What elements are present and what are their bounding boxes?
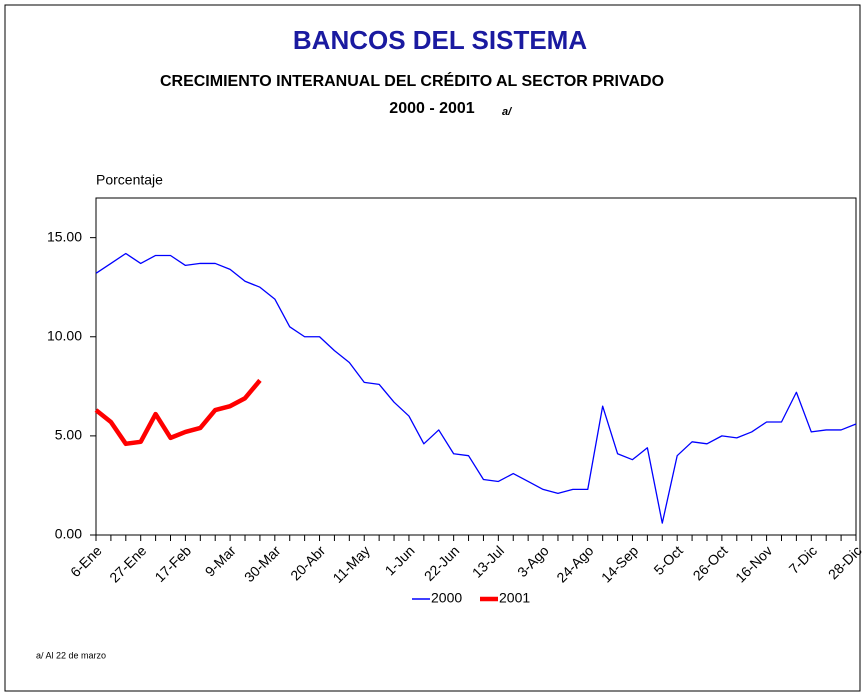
legend-label: 2000 <box>431 590 462 606</box>
x-tick-label: 9-Mar <box>202 542 239 579</box>
period-note: a/ <box>502 106 513 118</box>
x-tick-label: 11-May <box>329 542 373 586</box>
x-tick-label: 20-Abr <box>287 542 328 583</box>
x-tick-label: 7-Dic <box>786 542 820 576</box>
frame <box>4 4 861 692</box>
y-tick-label: 10.00 <box>47 327 82 343</box>
x-tick-label: 22-Jun <box>421 542 463 584</box>
x-tick-label: 14-Sep <box>598 542 641 585</box>
x-tick-label: 17-Feb <box>151 542 194 585</box>
y-axis-label: Porcentaje <box>96 172 163 188</box>
x-tick-label: 24-Ago <box>553 542 596 585</box>
subtitle: CRECIMIENTO INTERANUAL DEL CRÉDITO AL SE… <box>160 71 664 90</box>
plot-area <box>95 197 857 536</box>
footnote: a/ Al 22 de marzo <box>36 650 106 660</box>
y-tick-label: 5.00 <box>55 427 82 443</box>
chart-title: BANCOS DEL SISTEMA <box>293 25 587 55</box>
x-tick-label: 1-Jun <box>382 542 418 578</box>
x-tick-label: 5-Oct <box>650 542 686 578</box>
x-tick-label: 6-Ene <box>67 542 105 580</box>
series-line <box>94 378 262 447</box>
series-line <box>95 252 857 524</box>
x-tick-label: 16-Nov <box>732 542 775 585</box>
y-tick-label: 0.00 <box>55 526 82 542</box>
y-tick-label: 15.00 <box>47 228 82 244</box>
x-tick-label: 28-Dic <box>825 542 865 582</box>
x-tick-label: 27-Ene <box>106 542 149 585</box>
legend-label: 2001 <box>499 590 530 606</box>
x-tick-label: 13-Jul <box>469 542 507 580</box>
x-tick-label: 26-Oct <box>690 542 731 583</box>
x-tick-label: 3-Ago <box>514 542 552 580</box>
x-tick-label: 30-Mar <box>241 542 284 585</box>
period: 2000 - 2001 <box>389 100 475 117</box>
